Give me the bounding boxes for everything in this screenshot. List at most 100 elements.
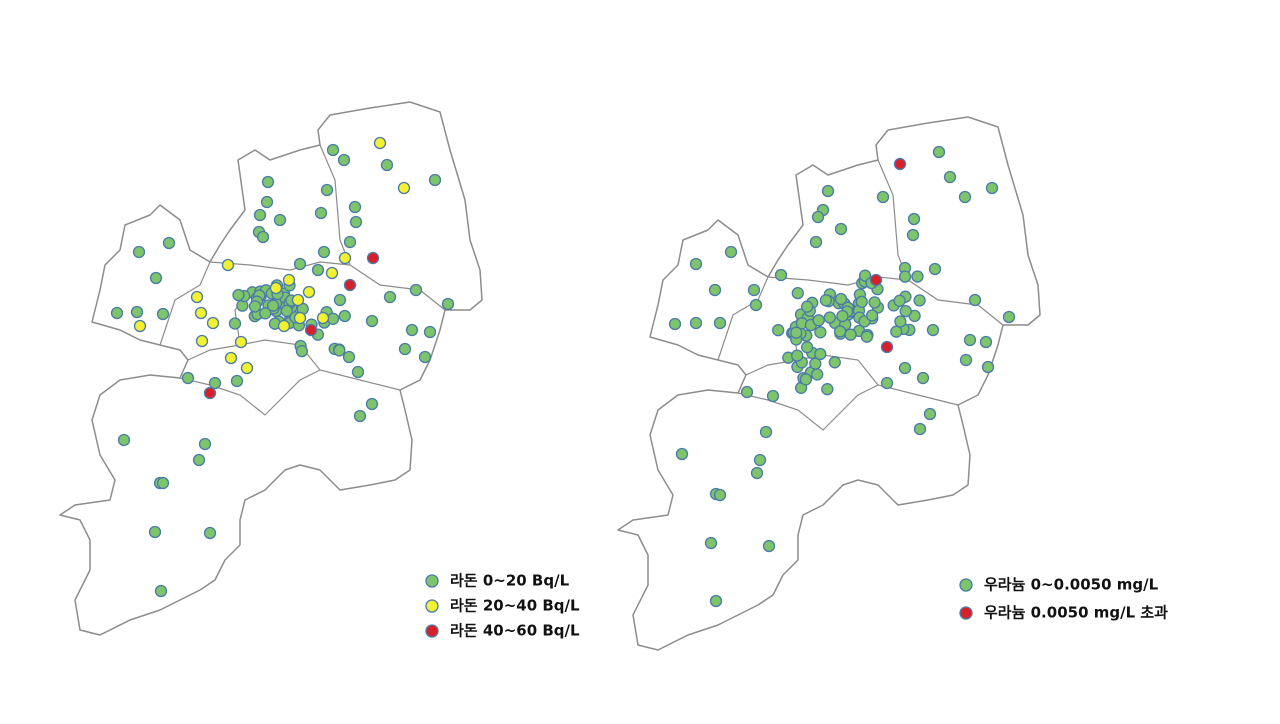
- sample-point: [893, 294, 906, 307]
- sample-point: [747, 283, 761, 297]
- sample-point: [342, 350, 356, 364]
- sample-point: [261, 175, 275, 189]
- sample-point: [282, 273, 296, 287]
- sample-point: [338, 309, 351, 323]
- sample-point: [963, 333, 977, 347]
- legend-label: 라돈 40~60 Bq/L: [450, 622, 580, 640]
- sample-point: [893, 157, 907, 171]
- sample-point: [248, 300, 262, 313]
- sample-point: [181, 371, 195, 385]
- sample-point: [228, 317, 242, 330]
- sample-point: [968, 293, 982, 307]
- sample-point: [913, 422, 927, 436]
- sample-point: [148, 525, 162, 539]
- sample-point: [865, 309, 879, 322]
- sample-point: [740, 385, 754, 399]
- sample-point: [749, 298, 763, 312]
- sample-point: [343, 235, 357, 249]
- sample-point: [704, 536, 718, 550]
- sample-point: [266, 299, 280, 312]
- sample-point: [876, 190, 890, 204]
- legend-label: 라돈 20~40 Bq/L: [450, 597, 580, 615]
- legend-marker: [959, 578, 973, 592]
- sample-point: [791, 349, 804, 362]
- sample-point: [383, 290, 397, 304]
- legend-marker: [425, 599, 439, 613]
- sample-point: [195, 334, 209, 348]
- sample-point: [809, 235, 823, 249]
- sample-point: [689, 316, 703, 330]
- sample-point: [833, 325, 847, 338]
- sample-point: [208, 376, 222, 390]
- sample-point: [880, 376, 894, 390]
- sample-point: [154, 584, 168, 598]
- sample-point: [314, 206, 328, 220]
- sample-point: [819, 294, 833, 307]
- sample-point: [117, 433, 131, 447]
- sample-point: [772, 324, 785, 337]
- sample-point: [133, 319, 147, 333]
- sample-point: [979, 335, 993, 349]
- sample-point: [409, 283, 423, 297]
- sample-point: [256, 230, 270, 244]
- sample-point: [800, 300, 814, 313]
- sample-point: [708, 283, 722, 297]
- sample-point: [836, 309, 849, 323]
- sample-point: [277, 319, 291, 333]
- sample-point: [894, 315, 907, 328]
- sample-point: [397, 181, 411, 195]
- sample-point: [869, 273, 883, 287]
- sample-point: [333, 344, 346, 357]
- sample-point: [898, 270, 912, 283]
- sample-point: [418, 350, 432, 364]
- sample-point: [398, 342, 412, 356]
- sample-point: [943, 170, 957, 184]
- sample-point: [834, 292, 848, 306]
- sample-point: [689, 257, 703, 271]
- legend-marker: [425, 574, 439, 588]
- sample-point: [759, 425, 773, 439]
- sample-point: [320, 183, 334, 197]
- sample-point: [899, 304, 912, 318]
- sample-point: [675, 447, 689, 461]
- sample-point: [304, 323, 318, 337]
- sample-point: [280, 304, 293, 318]
- sample-point: [337, 153, 351, 167]
- sample-point: [906, 228, 920, 242]
- sample-point: [713, 316, 727, 330]
- sample-point: [913, 294, 926, 307]
- sample-point: [762, 539, 776, 553]
- sample-point: [156, 307, 170, 321]
- sample-point: [194, 306, 208, 320]
- sample-point: [713, 488, 727, 502]
- sample-point: [380, 158, 394, 172]
- sample-point: [828, 356, 841, 369]
- sample-point: [814, 347, 827, 361]
- sample-point: [338, 251, 352, 265]
- sample-point: [814, 326, 827, 339]
- sample-point: [812, 314, 825, 327]
- sample-point: [1002, 310, 1016, 324]
- sample-point: [311, 263, 325, 277]
- sample-point: [232, 288, 245, 302]
- sample-point: [926, 323, 940, 337]
- sample-point: [898, 361, 912, 375]
- sample-point: [441, 297, 455, 311]
- sample-point: [253, 208, 267, 222]
- sample-point: [348, 200, 362, 214]
- sample-point: [273, 213, 287, 227]
- sample-point: [834, 222, 848, 236]
- sample-point: [224, 351, 238, 365]
- sample-point: [203, 526, 217, 540]
- sample-point: [325, 266, 339, 280]
- sample-point: [791, 286, 804, 300]
- sample-point: [132, 245, 146, 259]
- sample-point: [343, 278, 357, 292]
- sample-point: [190, 290, 204, 304]
- sample-point: [302, 285, 316, 299]
- sample-point: [230, 374, 244, 388]
- sample-point: [110, 306, 124, 320]
- sample-point: [162, 236, 176, 250]
- sample-point: [799, 373, 813, 386]
- sample-point: [821, 184, 835, 198]
